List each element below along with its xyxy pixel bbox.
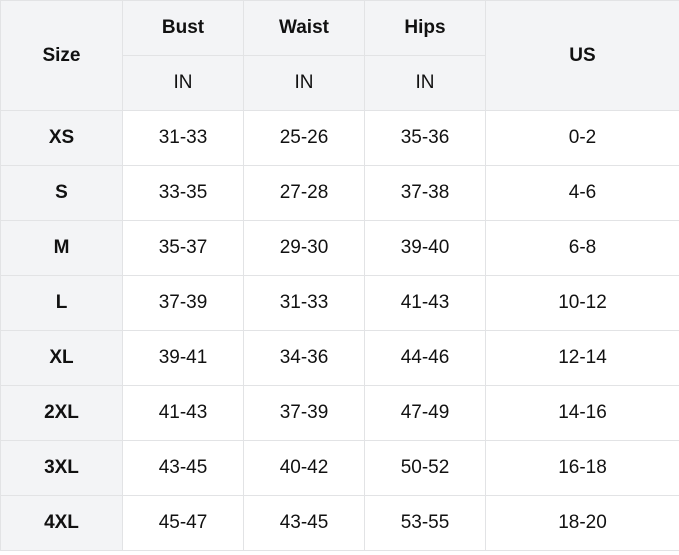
unit-bust: IN	[122, 55, 244, 111]
cell-bust: 45-47	[122, 495, 244, 551]
header-bust: Bust	[122, 0, 244, 56]
cell-size: 4XL	[0, 495, 123, 551]
cell-waist: 31-33	[243, 275, 365, 331]
table-row: XL 39-41 34-36 44-46 12-14	[0, 330, 679, 386]
cell-hips: 44-46	[364, 330, 486, 386]
table-row: 4XL 45-47 43-45 53-55 18-20	[0, 495, 679, 551]
cell-us: 18-20	[485, 495, 679, 551]
cell-bust: 33-35	[122, 165, 244, 221]
cell-bust: 35-37	[122, 220, 244, 276]
table-row: 2XL 41-43 37-39 47-49 14-16	[0, 385, 679, 441]
cell-size: 2XL	[0, 385, 123, 441]
cell-hips: 37-38	[364, 165, 486, 221]
cell-bust: 43-45	[122, 440, 244, 496]
cell-hips: 35-36	[364, 110, 486, 166]
cell-size: M	[0, 220, 123, 276]
table-row: L 37-39 31-33 41-43 10-12	[0, 275, 679, 331]
cell-us: 14-16	[485, 385, 679, 441]
cell-bust: 39-41	[122, 330, 244, 386]
cell-hips: 39-40	[364, 220, 486, 276]
cell-us: 4-6	[485, 165, 679, 221]
cell-hips: 47-49	[364, 385, 486, 441]
cell-waist: 27-28	[243, 165, 365, 221]
cell-size: XL	[0, 330, 123, 386]
header-hips: Hips	[364, 0, 486, 56]
cell-bust: 41-43	[122, 385, 244, 441]
table-row: M 35-37 29-30 39-40 6-8	[0, 220, 679, 276]
table-row: 3XL 43-45 40-42 50-52 16-18	[0, 440, 679, 496]
cell-bust: 37-39	[122, 275, 244, 331]
header-waist: Waist	[243, 0, 365, 56]
cell-hips: 50-52	[364, 440, 486, 496]
cell-us: 10-12	[485, 275, 679, 331]
cell-bust: 31-33	[122, 110, 244, 166]
cell-us: 0-2	[485, 110, 679, 166]
cell-size: L	[0, 275, 123, 331]
cell-size: S	[0, 165, 123, 221]
unit-waist: IN	[243, 55, 365, 111]
cell-hips: 41-43	[364, 275, 486, 331]
cell-waist: 25-26	[243, 110, 365, 166]
cell-hips: 53-55	[364, 495, 486, 551]
header-size: Size	[0, 0, 123, 111]
cell-waist: 37-39	[243, 385, 365, 441]
table-row: XS 31-33 25-26 35-36 0-2	[0, 110, 679, 166]
cell-us: 12-14	[485, 330, 679, 386]
header-us: US	[485, 0, 679, 111]
cell-us: 16-18	[485, 440, 679, 496]
cell-waist: 29-30	[243, 220, 365, 276]
cell-size: 3XL	[0, 440, 123, 496]
cell-size: XS	[0, 110, 123, 166]
cell-waist: 43-45	[243, 495, 365, 551]
unit-hips: IN	[364, 55, 486, 111]
cell-waist: 34-36	[243, 330, 365, 386]
cell-us: 6-8	[485, 220, 679, 276]
table-row: S 33-35 27-28 37-38 4-6	[0, 165, 679, 221]
cell-waist: 40-42	[243, 440, 365, 496]
